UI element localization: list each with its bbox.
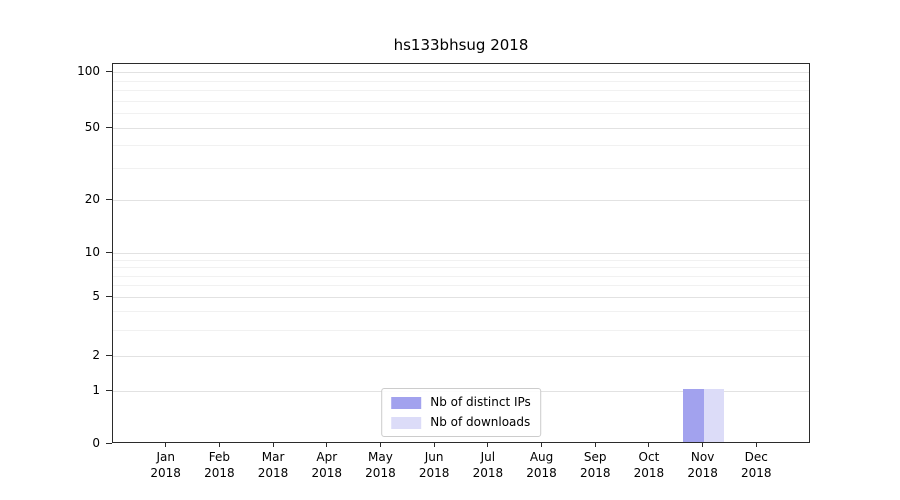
bar-nb-of-downloads bbox=[703, 389, 724, 442]
x-tick-mark bbox=[326, 443, 328, 447]
x-tick-label: Aug 2018 bbox=[526, 450, 557, 480]
gridline-minor bbox=[113, 259, 809, 261]
x-tick-mark bbox=[594, 443, 596, 447]
x-tick-label: Feb 2018 bbox=[204, 450, 235, 480]
y-tick-label: 0 bbox=[92, 436, 100, 450]
legend-swatch bbox=[391, 396, 422, 409]
y-tick-label: 1 bbox=[92, 383, 100, 398]
gridline-major bbox=[113, 200, 809, 201]
y-tick-mark bbox=[106, 199, 112, 201]
gridline-major bbox=[113, 127, 809, 129]
gridline-minor bbox=[113, 329, 809, 331]
gridline-major bbox=[113, 72, 809, 73]
gridline-minor bbox=[113, 113, 809, 115]
y-tick-label: 100 bbox=[77, 63, 100, 78]
x-tick-mark bbox=[702, 443, 704, 447]
gridline-major bbox=[113, 252, 809, 254]
gridline-minor bbox=[113, 100, 809, 102]
chart-title: hs133bhsug 2018 bbox=[393, 36, 529, 54]
gridline-major bbox=[113, 296, 809, 298]
x-tick-mark bbox=[272, 443, 274, 447]
bar-nb-of-distinct-ips bbox=[683, 389, 704, 442]
x-tick-mark bbox=[755, 443, 757, 447]
y-tick-label: 10 bbox=[84, 244, 100, 259]
y-tick-label: 20 bbox=[84, 192, 100, 207]
y-tick-mark bbox=[106, 126, 112, 128]
x-tick-mark bbox=[379, 443, 381, 447]
gridline-minor bbox=[113, 285, 809, 287]
gridline-minor bbox=[113, 275, 809, 277]
x-tick-mark bbox=[648, 443, 650, 447]
y-tick-mark bbox=[106, 443, 112, 444]
x-tick-mark bbox=[218, 443, 220, 447]
x-tick-label: Mar 2018 bbox=[257, 450, 289, 480]
y-tick-mark bbox=[106, 70, 112, 72]
y-tick-mark bbox=[106, 251, 112, 253]
gridline-minor bbox=[113, 145, 809, 147]
y-tick-label: 5 bbox=[92, 288, 100, 303]
y-tick-mark bbox=[106, 390, 112, 392]
x-tick-label: Sep 2018 bbox=[579, 450, 611, 480]
gridline-minor bbox=[113, 311, 809, 313]
y-tick-mark bbox=[106, 295, 112, 297]
plot-area: Nb of distinct IPs Nb of downloads bbox=[112, 63, 810, 443]
x-tick-mark bbox=[487, 443, 489, 447]
x-tick-label: Nov 2018 bbox=[687, 450, 718, 480]
y-tick-mark bbox=[106, 354, 112, 356]
x-tick-mark bbox=[541, 443, 543, 447]
legend-label: Nb of distinct IPs bbox=[430, 395, 531, 409]
x-tick-label: Apr 2018 bbox=[311, 450, 343, 480]
x-tick-label: May 2018 bbox=[365, 450, 396, 480]
x-tick-mark bbox=[165, 443, 167, 447]
x-tick-label: Jun 2018 bbox=[418, 450, 450, 480]
y-tick-label: 50 bbox=[84, 119, 100, 134]
legend-row: Nb of downloads bbox=[391, 415, 531, 430]
gridline-minor bbox=[113, 267, 809, 269]
gridline-minor bbox=[113, 168, 809, 170]
x-tick-mark bbox=[433, 443, 435, 447]
gridline-major bbox=[113, 355, 809, 357]
legend-label: Nb of downloads bbox=[430, 415, 531, 429]
legend-row: Nb of distinct IPs bbox=[391, 395, 531, 410]
x-tick-label: Oct 2018 bbox=[633, 450, 665, 480]
legend-swatch bbox=[391, 416, 422, 429]
y-tick-label: 2 bbox=[92, 347, 100, 362]
x-tick-label: Dec 2018 bbox=[741, 450, 772, 480]
x-tick-label: Jul 2018 bbox=[472, 450, 504, 480]
x-tick-label: Jan 2018 bbox=[150, 450, 181, 480]
gridline-minor bbox=[113, 80, 809, 82]
legend: Nb of distinct IPs Nb of downloads bbox=[381, 388, 541, 437]
gridline-minor bbox=[113, 90, 809, 91]
